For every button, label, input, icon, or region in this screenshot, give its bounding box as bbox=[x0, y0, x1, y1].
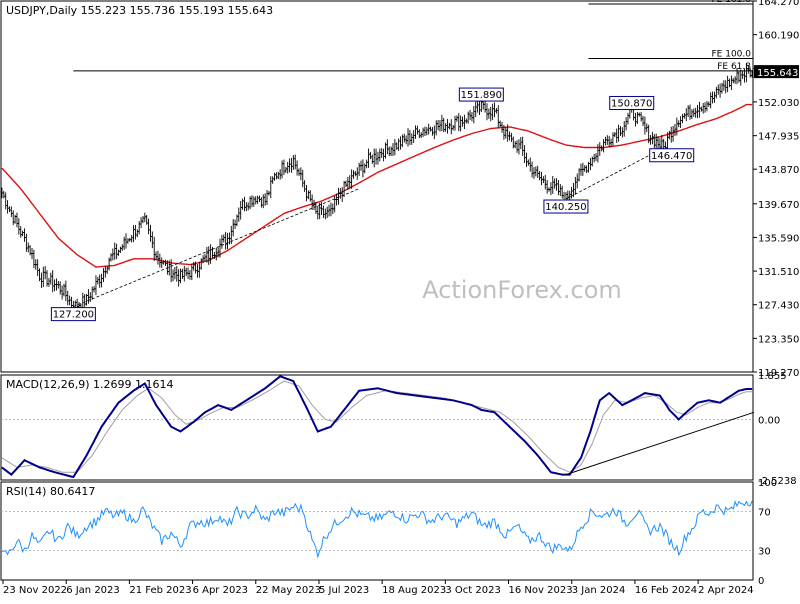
price-y-tick-label: 131.510 bbox=[758, 267, 799, 278]
price-y-tick-label: 139.670 bbox=[758, 200, 799, 211]
level-label-box bbox=[543, 199, 589, 214]
price-trendline bbox=[565, 147, 664, 200]
last-price-tag bbox=[754, 65, 799, 79]
level-label-box bbox=[649, 148, 695, 163]
x-axis-tick-label: 21 Feb 2023 bbox=[129, 585, 191, 596]
rsi-label: RSI(14) 80.6417 bbox=[6, 485, 95, 498]
macd-line bbox=[1, 375, 753, 479]
x-axis: 23 Nov 2022 6 Jan 2023 21 Feb 2023 6 Apr 20… bbox=[2, 580, 754, 596]
price-y-tick-label: 164.270 bbox=[758, 0, 799, 8]
x-axis-tick-label: 6 Apr 2023 bbox=[193, 585, 248, 596]
rsi-y-tick-label: 100 bbox=[758, 478, 777, 489]
x-axis-tick-label: 2 Apr 2024 bbox=[698, 585, 753, 596]
fib-extension-label: FE 161.8 bbox=[712, 0, 752, 5]
panel-frame-1 bbox=[0, 374, 754, 481]
watermark: ActionForex.com bbox=[422, 276, 622, 304]
macd-trendline bbox=[565, 411, 755, 476]
x-axis-tick-label: 23 Nov 2022 bbox=[3, 585, 67, 596]
x-axis-tick-label: 6 Jan 2023 bbox=[66, 585, 120, 596]
macd-y-tick-label: 1.855 bbox=[758, 371, 787, 382]
panel-frames bbox=[0, 0, 754, 581]
price-y-tick-label: 135.590 bbox=[758, 233, 799, 244]
panel-frame-0 bbox=[0, 0, 754, 373]
macd-panel: MACD(12,26,9) 1.2699 1.1614 1.855 0.00 -2.… bbox=[1, 371, 797, 487]
macd-y-tick-label: 0.00 bbox=[758, 415, 780, 426]
level-label-text: 150.870 bbox=[611, 98, 652, 109]
price-y-tick-label: 143.870 bbox=[758, 165, 799, 176]
level-label-text: 127.200 bbox=[53, 310, 94, 321]
level-label-text: 140.250 bbox=[545, 202, 586, 213]
fib-extension-label: FE 100.0 bbox=[712, 49, 752, 59]
price-y-tick-label: 160.190 bbox=[758, 31, 799, 42]
level-label-text: 146.470 bbox=[651, 151, 692, 162]
price-y-tick-label: 127.430 bbox=[758, 301, 799, 312]
level-label-box bbox=[50, 307, 96, 322]
macd-y-tick-label: -2.5238 bbox=[758, 476, 797, 487]
price-trendline bbox=[73, 188, 360, 307]
panel-frame-2 bbox=[0, 481, 754, 581]
moving-average-line bbox=[1, 103, 753, 268]
rsi-y-tick-label: 30 bbox=[758, 547, 771, 558]
level-label-text: 151.890 bbox=[461, 90, 502, 101]
x-axis-tick-label: 18 Aug 2023 bbox=[382, 585, 446, 596]
x-axis-tick-label: 22 May 2023 bbox=[256, 585, 321, 596]
fib-extension-label: FE 61.8 bbox=[717, 62, 751, 72]
x-axis-tick-label: 16 Feb 2024 bbox=[635, 585, 697, 596]
x-axis-tick-label: 16 Nov 2023 bbox=[509, 585, 573, 596]
x-axis-tick-label: 5 Jul 2023 bbox=[319, 585, 369, 596]
rsi-panel: RSI(14) 80.6417 100 70 30 0 bbox=[1, 478, 777, 587]
rsi-y-tick-label: 70 bbox=[758, 507, 771, 518]
chart-header: USDJPY,Daily 155.223 155.736 155.193 155… bbox=[6, 4, 273, 17]
price-panel: USDJPY,Daily 155.223 155.736 155.193 155… bbox=[0, 0, 799, 379]
rsi-line bbox=[1, 500, 753, 559]
rsi-y-tick-label: 0 bbox=[758, 576, 764, 587]
macd-label: MACD(12,26,9) 1.2699 1.1614 bbox=[6, 378, 174, 391]
x-axis-tick-label: 3 Jan 2024 bbox=[572, 585, 626, 596]
level-label-box bbox=[458, 87, 504, 102]
price-y-tick-label: 152.030 bbox=[758, 98, 799, 109]
price-y-tick-label: 123.350 bbox=[758, 334, 799, 345]
price-y-tick-label: 119.270 bbox=[758, 368, 799, 379]
price-y-tick-label: 147.935 bbox=[758, 132, 799, 143]
x-axis-tick-label: 3 Oct 2023 bbox=[445, 585, 500, 596]
last-price-text: 155.643 bbox=[757, 68, 798, 79]
level-label-box bbox=[609, 95, 655, 110]
